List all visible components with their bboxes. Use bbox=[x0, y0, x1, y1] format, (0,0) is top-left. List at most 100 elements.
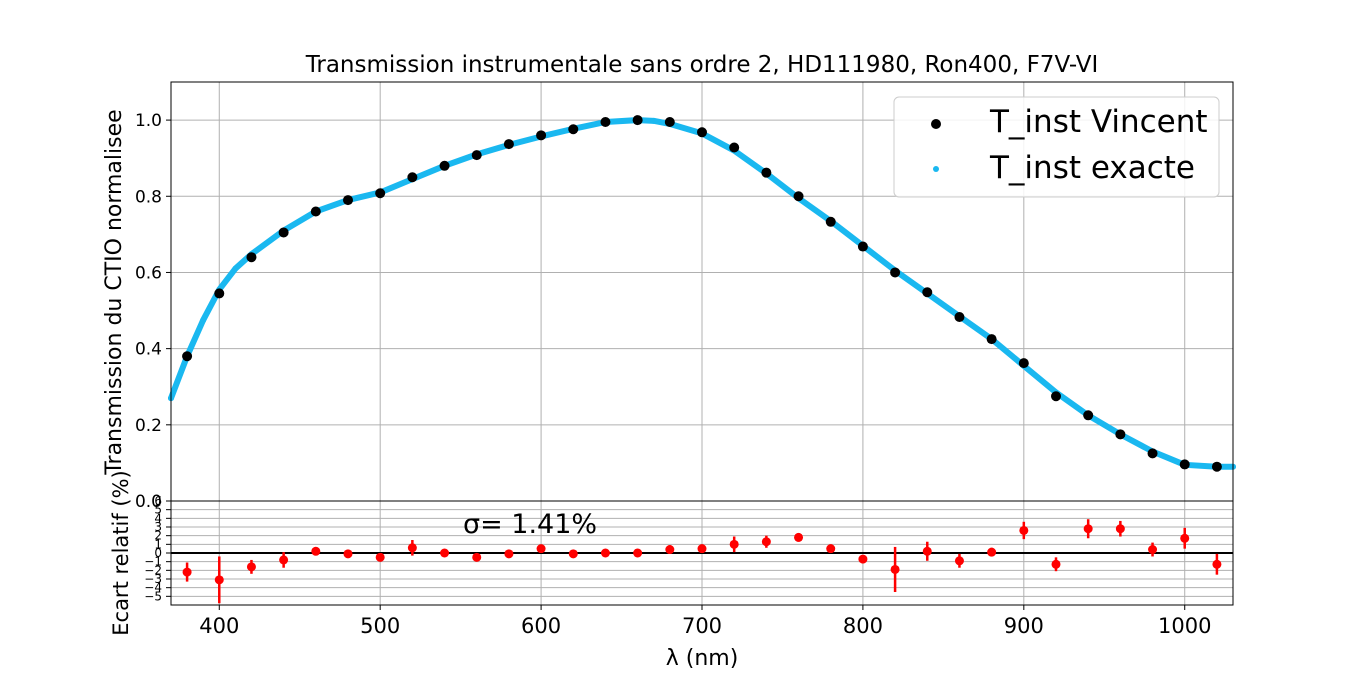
x-tick-label: 700 bbox=[682, 614, 722, 638]
residual-point bbox=[504, 549, 514, 559]
vincent-point bbox=[375, 188, 386, 199]
residual-point bbox=[858, 554, 868, 564]
bottom-y-tick-label: 2 bbox=[154, 529, 162, 543]
residual-point bbox=[697, 544, 707, 554]
top-y-axis-label: Transmission du CTIO normalisee bbox=[102, 109, 127, 475]
vincent-point bbox=[1018, 358, 1029, 369]
residual-point bbox=[665, 545, 675, 555]
legend-marker-vincent bbox=[931, 119, 941, 129]
vincent-point bbox=[632, 115, 643, 126]
residual-point bbox=[472, 552, 482, 562]
vincent-point bbox=[1083, 410, 1094, 421]
top-y-ticks: 0.0 0.2 0.4 0.6 0.8 1.0 bbox=[135, 111, 171, 512]
vincent-point bbox=[600, 116, 611, 127]
vincent-point bbox=[825, 216, 836, 227]
legend: T_inst Vincent T_inst exacte bbox=[893, 96, 1220, 198]
bottom-y-tick-label: 6 bbox=[154, 494, 162, 508]
top-y-tick-label: 0.6 bbox=[135, 263, 162, 283]
vincent-point bbox=[761, 167, 772, 178]
bottom-y-tick-label: −5 bbox=[144, 589, 162, 603]
vincent-point bbox=[343, 195, 353, 206]
residual-point bbox=[600, 548, 610, 558]
vincent-point bbox=[503, 139, 514, 150]
residual-point bbox=[761, 537, 771, 547]
vincent-point bbox=[954, 312, 965, 323]
vincent-point bbox=[568, 124, 579, 135]
bottom-y-tick-label: −3 bbox=[144, 572, 162, 586]
top-y-tick-label: 1.0 bbox=[135, 111, 162, 131]
vincent-point bbox=[246, 252, 257, 263]
bottom-y-axis-label: Ecart relatif (%) bbox=[109, 470, 133, 636]
x-tick-label: 600 bbox=[521, 614, 561, 638]
residual-point bbox=[1051, 559, 1061, 569]
residual-point bbox=[1083, 524, 1093, 534]
vincent-point bbox=[1051, 391, 1061, 402]
residual-point bbox=[987, 547, 997, 557]
vincent-point bbox=[407, 172, 418, 183]
residual-point bbox=[922, 546, 932, 556]
vincent-point bbox=[890, 267, 901, 278]
residual-point bbox=[1148, 545, 1158, 555]
bottom-y-tick-label: −2 bbox=[144, 563, 162, 577]
vincent-point bbox=[536, 130, 547, 141]
vincent-point bbox=[922, 287, 933, 298]
vincent-point bbox=[986, 334, 997, 345]
x-ticks: 400 500 600 700 800 900 1000 bbox=[199, 605, 1211, 638]
top-y-tick-label: 0.4 bbox=[135, 340, 162, 360]
exact-transmission-point bbox=[200, 317, 207, 324]
vincent-point bbox=[793, 191, 804, 202]
legend-label-vincent: T_inst Vincent bbox=[989, 104, 1208, 140]
residual-point bbox=[1019, 525, 1029, 535]
vincent-point bbox=[278, 227, 289, 238]
chart-title: Transmission instrumentale sans ordre 2,… bbox=[305, 52, 1099, 78]
bottom-y-tick-label: −4 bbox=[144, 581, 162, 595]
residual-point bbox=[375, 552, 385, 562]
exact-transmission-line bbox=[168, 117, 1236, 470]
vincent-point bbox=[471, 150, 482, 161]
residual-point bbox=[440, 548, 450, 558]
residual-point bbox=[182, 567, 192, 577]
vincent-point bbox=[182, 351, 193, 362]
sigma-annotation: σ= 1.41% bbox=[463, 509, 597, 540]
vincent-point bbox=[697, 127, 707, 138]
vincent-point bbox=[664, 116, 675, 127]
vincent-point bbox=[1115, 429, 1126, 440]
residual-point bbox=[536, 544, 546, 554]
vincent-point bbox=[1179, 459, 1190, 470]
vincent-point bbox=[1147, 448, 1158, 459]
residual-point bbox=[794, 532, 804, 542]
residual-point bbox=[311, 546, 321, 556]
vincent-point bbox=[1211, 461, 1222, 472]
residual-point bbox=[1180, 533, 1190, 543]
vincent-point bbox=[857, 241, 868, 252]
residual-point bbox=[954, 556, 964, 566]
residual-point bbox=[568, 549, 578, 559]
residual-point bbox=[890, 564, 900, 574]
x-axis-label: λ (nm) bbox=[666, 646, 739, 671]
top-y-tick-label: 0.2 bbox=[135, 416, 162, 436]
vincent-point bbox=[439, 160, 450, 171]
x-tick-label: 1000 bbox=[1158, 614, 1211, 638]
x-tick-label: 900 bbox=[1004, 614, 1044, 638]
legend-frame bbox=[893, 96, 1220, 198]
residual-point bbox=[214, 575, 224, 585]
vincent-point bbox=[310, 206, 321, 217]
transmission-panel: 0.0 0.2 0.4 0.6 0.8 1.0 Transmission instrume… bbox=[102, 52, 1236, 512]
vincent-point bbox=[729, 142, 740, 153]
bottom-y-tick-label: 5 bbox=[154, 503, 162, 517]
residual-point bbox=[279, 555, 289, 565]
top-y-tick-label: 0.8 bbox=[135, 187, 162, 207]
residual-point bbox=[246, 562, 256, 572]
x-tick-label: 400 bbox=[199, 614, 239, 638]
residual-point bbox=[826, 544, 836, 554]
residual-point bbox=[729, 539, 739, 549]
residual-point bbox=[1115, 524, 1125, 534]
top-y-tick-label: 0.0 bbox=[135, 492, 162, 512]
residual-point bbox=[343, 549, 353, 559]
legend-marker-exacte bbox=[933, 166, 939, 172]
legend-label-exacte: T_inst exacte bbox=[989, 150, 1195, 186]
bottom-y-tick-label: 1 bbox=[154, 537, 162, 551]
